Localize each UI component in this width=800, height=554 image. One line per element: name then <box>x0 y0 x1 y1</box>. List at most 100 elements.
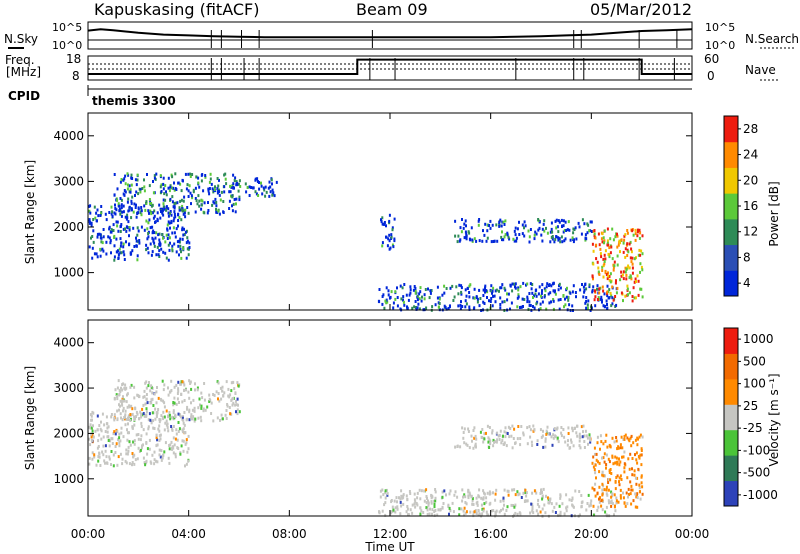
range-cell <box>504 219 507 223</box>
range-cell <box>142 456 145 460</box>
range-cell <box>425 488 428 492</box>
range-cell <box>635 256 637 260</box>
range-cell <box>183 383 186 387</box>
range-cell <box>500 235 503 239</box>
range-cell <box>408 490 411 493</box>
range-cell <box>122 395 124 399</box>
range-cell <box>572 284 575 288</box>
range-cell <box>147 209 150 213</box>
range-cell <box>119 244 122 248</box>
range-cell <box>573 228 576 231</box>
range-cell <box>113 396 116 400</box>
range-cell <box>406 306 409 310</box>
range-cell <box>631 262 634 266</box>
range-cell <box>554 289 556 293</box>
range-cell <box>448 506 451 510</box>
range-cell <box>378 300 381 304</box>
range-cell <box>545 429 548 433</box>
range-cell <box>466 443 469 447</box>
range-cell <box>452 299 455 302</box>
range-cell <box>605 488 608 492</box>
range-cell <box>503 441 506 445</box>
range-cell <box>218 190 221 194</box>
range-cell <box>522 281 525 285</box>
range-cell <box>606 445 609 449</box>
range-cell <box>546 231 549 235</box>
range-cell <box>216 416 219 420</box>
range-cell <box>128 243 130 247</box>
range-cell <box>609 237 612 241</box>
range-cell <box>641 492 644 496</box>
range-cell <box>200 203 203 207</box>
range-cell <box>514 285 516 289</box>
range-cell <box>507 235 510 239</box>
range-cell <box>225 380 228 384</box>
range-cell <box>605 299 608 303</box>
range-cell <box>115 220 118 224</box>
range-cell <box>148 198 151 201</box>
range-cell <box>630 260 633 264</box>
range-cell <box>640 449 643 452</box>
range-cell <box>567 298 570 302</box>
range-cell <box>204 175 207 179</box>
range-cell <box>207 201 209 204</box>
range-cell <box>386 300 389 304</box>
range-cell <box>117 438 120 442</box>
range-cell <box>452 510 455 514</box>
range-cell <box>603 460 606 464</box>
range-cell <box>382 293 385 297</box>
range-cell <box>96 428 99 432</box>
range-cell <box>124 409 127 413</box>
range-cell <box>415 307 418 311</box>
range-cell <box>591 242 594 246</box>
range-cell <box>557 513 559 517</box>
range-cell <box>104 444 107 448</box>
range-cell <box>560 235 563 239</box>
range-cell <box>99 254 102 258</box>
range-cell <box>173 212 176 216</box>
range-cell <box>104 212 107 216</box>
range-cell <box>209 172 212 176</box>
range-cell <box>115 237 118 241</box>
range-cell <box>165 256 168 260</box>
range-cell <box>611 436 614 440</box>
range-cell <box>234 210 237 214</box>
range-cell <box>168 461 171 465</box>
range-cell <box>519 443 522 447</box>
range-cell <box>499 499 502 503</box>
range-cell <box>551 509 554 513</box>
range-cell <box>600 499 603 503</box>
range-cell <box>128 208 131 212</box>
range-cell <box>217 190 219 194</box>
range-cell <box>475 239 478 243</box>
y-tick-label: 3000 <box>53 381 84 395</box>
range-cell <box>150 384 153 388</box>
range-cell <box>501 220 504 224</box>
range-cell <box>631 271 634 275</box>
range-cell <box>502 238 505 242</box>
range-cell <box>428 512 431 516</box>
range-cell <box>202 407 205 411</box>
range-cell <box>603 452 606 456</box>
range-cell <box>582 430 584 434</box>
range-cell <box>468 305 471 309</box>
range-cell <box>478 488 481 492</box>
range-cell <box>507 493 510 497</box>
range-cell <box>135 203 137 207</box>
range-cell <box>154 407 157 411</box>
range-cell <box>482 294 485 297</box>
range-cell <box>197 181 200 185</box>
range-cell <box>182 427 185 431</box>
range-cell <box>188 379 191 383</box>
range-cell <box>595 257 598 261</box>
range-cell <box>611 257 614 261</box>
range-cell <box>167 176 170 180</box>
range-cell <box>101 241 104 245</box>
range-cell <box>611 455 614 459</box>
range-cell <box>461 499 464 503</box>
range-cell <box>256 180 259 183</box>
range-cell <box>220 190 223 194</box>
range-cell <box>581 283 583 286</box>
range-cell <box>596 287 598 291</box>
range-cell <box>182 212 185 216</box>
